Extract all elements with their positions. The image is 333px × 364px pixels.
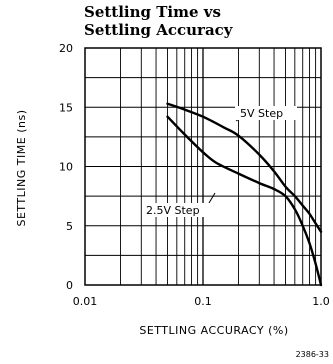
x-tick-label: 0.1	[194, 295, 212, 308]
x-axis-label: SETTLING ACCURACY (%)	[139, 324, 288, 337]
curves	[166, 102, 323, 287]
y-tick-label: 20	[59, 42, 73, 55]
x-tick-label: 0.01	[73, 295, 98, 308]
tick-labels: 0 5 10 15 20 0.01 0.1 1.0	[59, 42, 330, 308]
annotation-bg-2v5	[143, 203, 219, 217]
series-line-5v-step	[166, 102, 323, 233]
figure-id: 2386-33	[296, 350, 329, 359]
annotation-leader-2v5	[208, 192, 216, 204]
y-axis-label: SETTLING TIME (ns)	[15, 110, 28, 227]
annotation-2v5-step: 2.5V Step	[146, 204, 200, 217]
y-tick-label: 10	[59, 161, 73, 174]
chart-title-line-2: Settling Accuracy	[84, 21, 234, 39]
series-line-2v5-step	[166, 115, 323, 287]
annotation-5v-step: 5V Step	[240, 107, 283, 120]
plot-frame	[84, 47, 322, 286]
y-tick-label: 0	[66, 279, 73, 292]
chart-title-line-1: Settling Time vs	[84, 3, 221, 21]
grid	[84, 47, 322, 286]
x-tick-label: 1.0	[312, 295, 330, 308]
y-tick-label: 15	[59, 101, 73, 114]
y-tick-label: 5	[66, 220, 73, 233]
annotation-bg-5v	[235, 106, 297, 120]
